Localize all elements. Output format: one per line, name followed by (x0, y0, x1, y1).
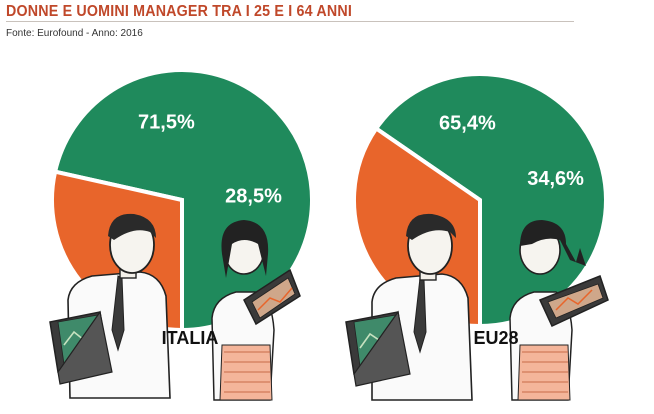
man-illustration-right (345, 213, 473, 401)
eu28-slice-label-men: 65,4% (439, 112, 496, 134)
eu28-region-label: EU28 (473, 328, 518, 348)
chart-title: DONNE E UOMINI MANAGER TRA I 25 E I 64 A… (6, 3, 352, 20)
title-divider (6, 21, 574, 22)
italia-slice-label-men: 71,5% (138, 112, 195, 134)
chart-source: Fonte: Eurofound - Anno: 2016 (6, 28, 143, 39)
italia-slice-label-women: 28,5% (225, 186, 282, 208)
woman-illustration-right (509, 220, 609, 401)
eu28-slice-label-women: 34,6% (527, 168, 584, 190)
man-illustration-left (49, 213, 171, 399)
woman-illustration-left (211, 220, 301, 401)
italia-region-label: ITALIA (162, 328, 219, 348)
